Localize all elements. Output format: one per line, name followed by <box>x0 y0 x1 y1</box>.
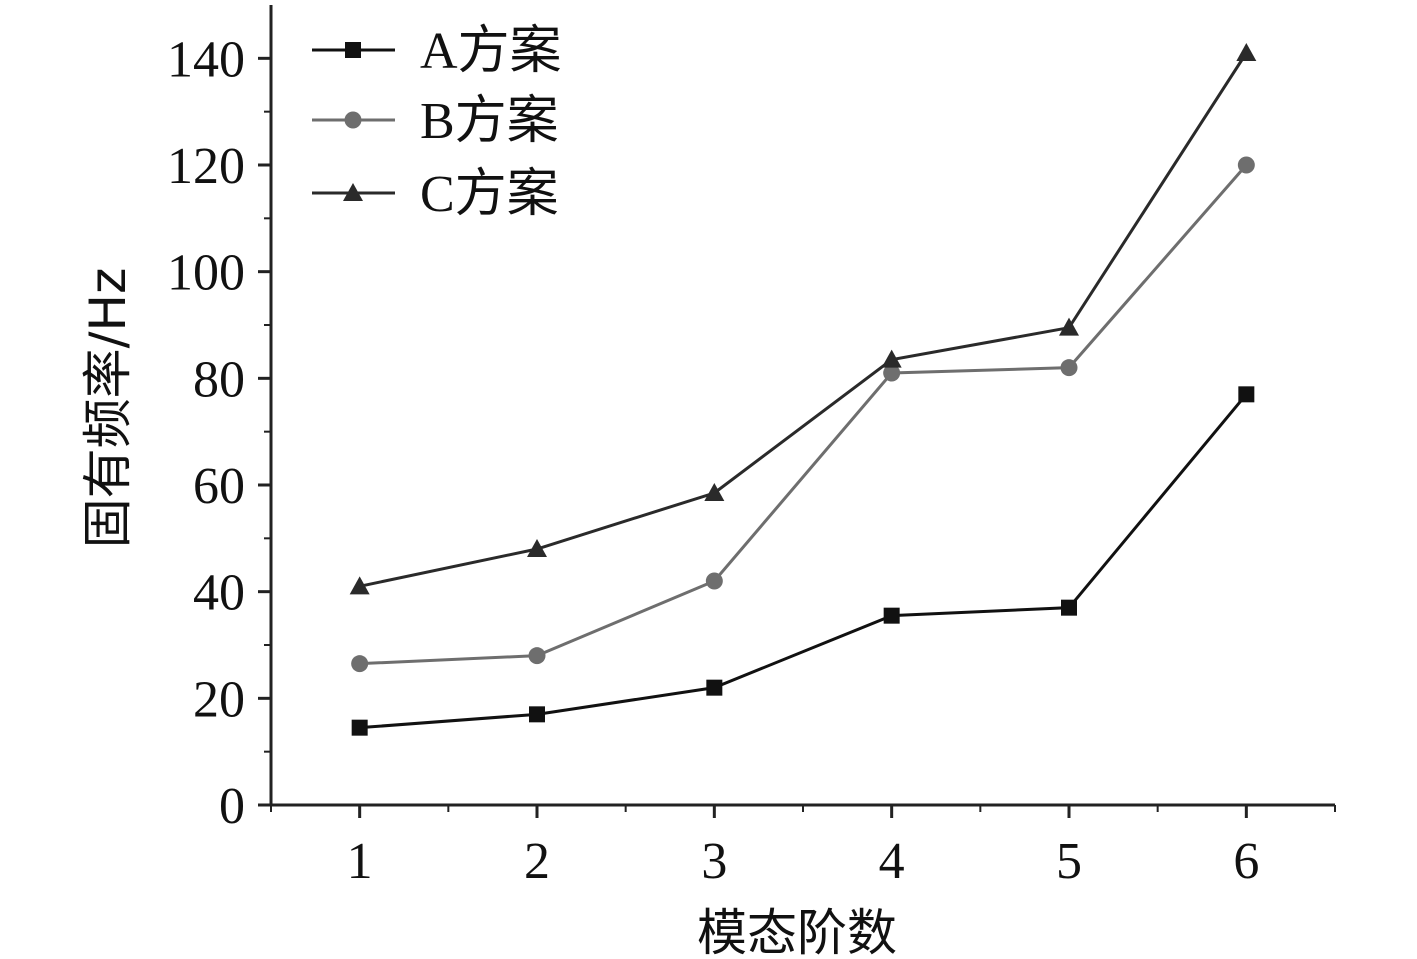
data-point <box>705 572 723 590</box>
legend: A方案 B方案 C方案 <box>312 23 562 223</box>
series-line <box>359 164 1248 666</box>
data-point <box>351 655 369 673</box>
data-point <box>527 539 547 557</box>
ticks: 0 20 40 60 80 100 120 140 1 2 3 4 5 6 <box>167 31 1336 890</box>
legend-marker <box>344 111 362 129</box>
data-point <box>881 349 902 368</box>
legend-item-2: B方案 <box>312 93 559 150</box>
data-point <box>349 576 370 595</box>
y-tick-label: 0 <box>219 778 245 835</box>
series-1 <box>351 386 1255 736</box>
y-tick-label: 120 <box>167 138 245 195</box>
x-tick-label: 4 <box>879 833 905 890</box>
data-point <box>1238 386 1255 403</box>
series-line <box>359 393 1248 730</box>
data-point <box>528 647 546 665</box>
legend-item-1: A方案 <box>312 23 562 80</box>
x-tick-label: 6 <box>1233 833 1259 890</box>
x-tick-label: 1 <box>347 833 373 890</box>
data-point <box>706 679 723 696</box>
data-point <box>1059 317 1079 336</box>
legend-marker <box>343 183 363 201</box>
data-point <box>1236 43 1257 61</box>
series-3 <box>349 43 1257 595</box>
data-point <box>1060 359 1078 377</box>
x-axis-label: 模态阶数 <box>697 904 897 959</box>
data-point <box>351 719 368 736</box>
y-tick-label: 140 <box>167 31 245 88</box>
data-point <box>529 706 545 723</box>
y-tick-label: 40 <box>193 565 245 622</box>
x-tick-label: 2 <box>524 833 550 890</box>
legend-label: A方案 <box>420 23 562 80</box>
y-axis-label: 固有频率/Hz <box>79 268 137 549</box>
data-point <box>704 483 725 501</box>
legend-item-3: C方案 <box>312 166 559 223</box>
data-point <box>883 607 900 624</box>
legend-label: B方案 <box>420 93 559 150</box>
y-tick-label: 80 <box>193 351 245 408</box>
series-layer <box>349 43 1257 736</box>
x-tick-label: 3 <box>701 833 727 890</box>
series-line <box>359 52 1248 588</box>
data-point <box>1237 156 1255 174</box>
series-2 <box>351 156 1255 673</box>
data-point <box>883 364 901 382</box>
x-tick-label: 5 <box>1056 833 1082 890</box>
y-tick-label: 20 <box>193 671 245 728</box>
y-tick-label: 60 <box>193 458 245 515</box>
data-point <box>1061 599 1077 616</box>
legend-label: C方案 <box>420 166 559 223</box>
legend-marker <box>345 42 361 58</box>
y-tick-label: 100 <box>167 245 245 302</box>
